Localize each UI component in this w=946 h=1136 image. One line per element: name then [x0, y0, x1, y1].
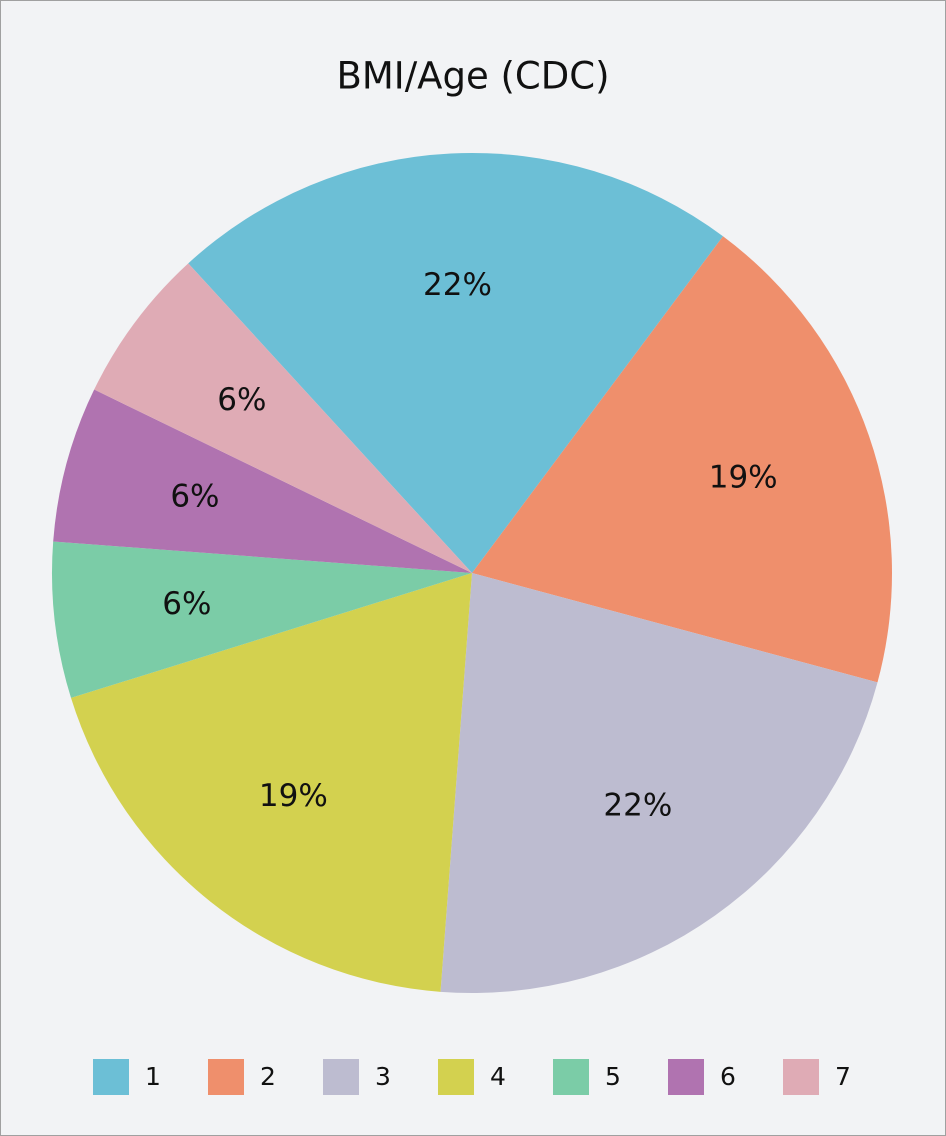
legend-label: 3 — [375, 1062, 391, 1091]
legend-label: 7 — [835, 1062, 851, 1091]
data-label: 19% — [259, 778, 328, 814]
data-label: 22% — [603, 788, 672, 824]
data-label: 6% — [170, 479, 219, 515]
data-label: 6% — [162, 586, 211, 622]
legend-label: 4 — [490, 1062, 506, 1091]
data-label: 19% — [709, 460, 778, 496]
pie-slice — [472, 236, 892, 683]
pie-slice — [71, 573, 473, 992]
data-label: 22% — [423, 267, 492, 303]
legend-label: 1 — [145, 1062, 161, 1091]
legend-swatch — [668, 1059, 704, 1095]
legend-swatch — [323, 1059, 359, 1095]
legend-swatch — [93, 1059, 129, 1095]
pie-slice — [53, 389, 472, 573]
pie-slice — [94, 263, 472, 573]
pie-slice — [51, 541, 472, 698]
chart-title: BMI/Age (CDC) — [336, 55, 609, 98]
pie-slice — [440, 573, 878, 993]
legend-swatch — [553, 1059, 589, 1095]
pie-slice — [188, 153, 724, 573]
legend-label: 6 — [720, 1062, 736, 1091]
legend-label: 5 — [605, 1062, 621, 1091]
legend-swatch — [438, 1059, 474, 1095]
legend-swatch — [208, 1059, 244, 1095]
legend-label: 2 — [260, 1062, 276, 1091]
legend-swatch — [783, 1059, 819, 1095]
data-label: 6% — [217, 382, 266, 418]
